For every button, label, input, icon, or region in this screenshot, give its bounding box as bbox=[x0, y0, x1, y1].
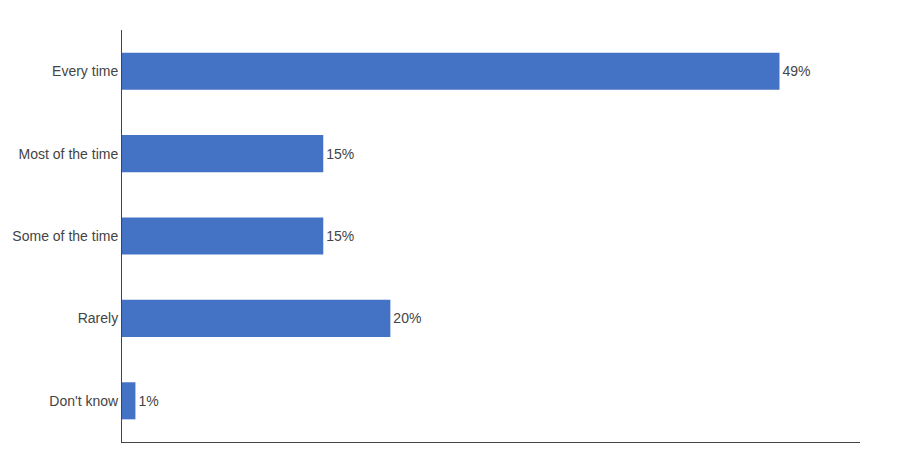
svg-text:1%: 1% bbox=[138, 393, 158, 409]
svg-text:Don't know: Don't know bbox=[49, 393, 119, 409]
svg-text:Every time: Every time bbox=[52, 63, 118, 79]
svg-text:15%: 15% bbox=[326, 146, 354, 162]
svg-text:Some of the time: Some of the time bbox=[12, 228, 118, 244]
svg-text:Rarely: Rarely bbox=[78, 310, 118, 326]
svg-text:Most of the time: Most of the time bbox=[19, 146, 119, 162]
svg-text:15%: 15% bbox=[326, 228, 354, 244]
svg-text:20%: 20% bbox=[393, 310, 421, 326]
svg-text:49%: 49% bbox=[782, 63, 810, 79]
